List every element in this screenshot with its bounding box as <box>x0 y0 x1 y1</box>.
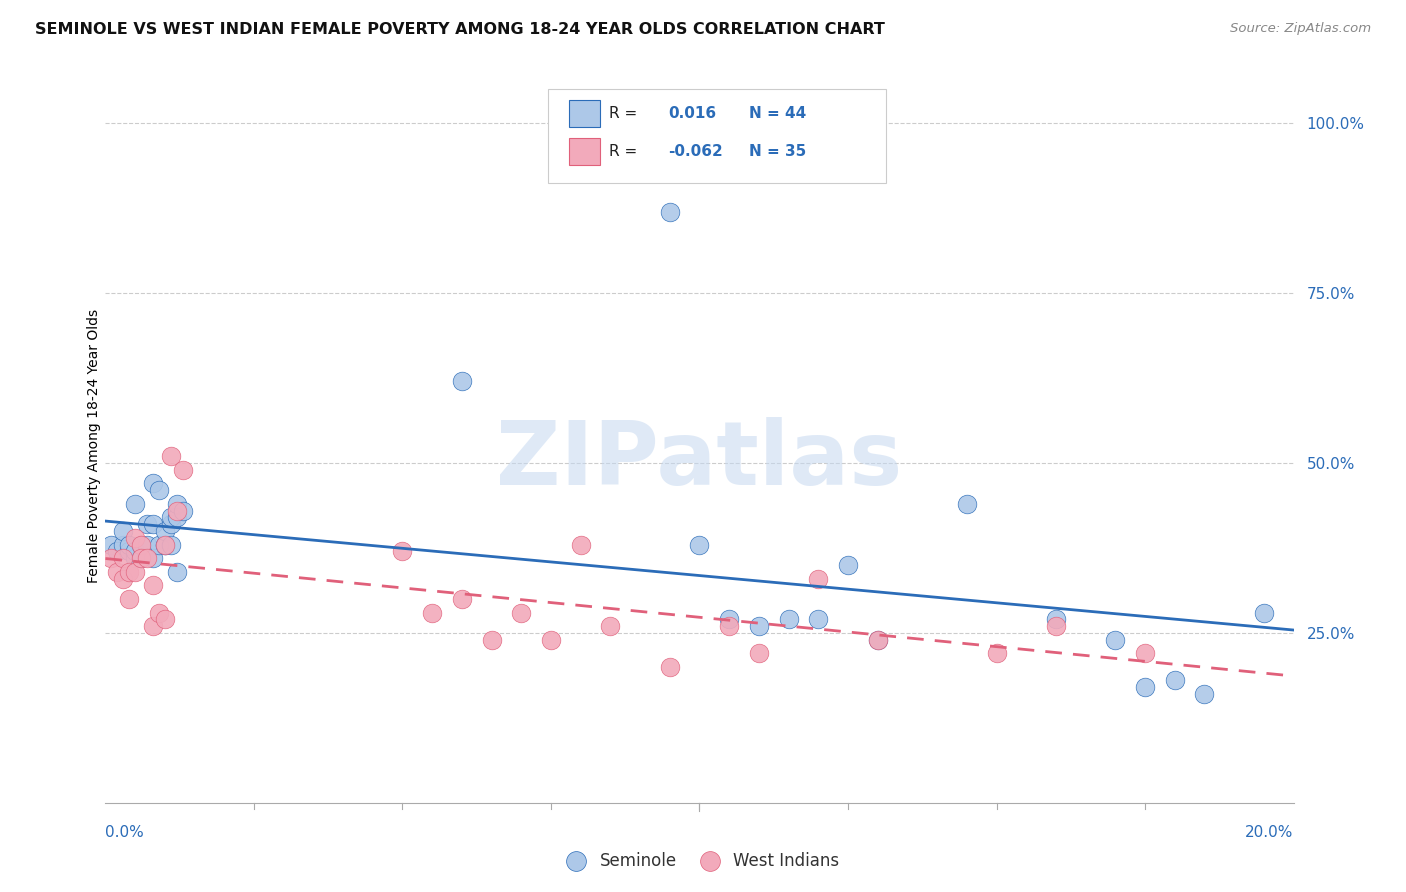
Text: ZIPatlas: ZIPatlas <box>496 417 903 504</box>
Text: R =: R = <box>609 145 643 159</box>
Text: R =: R = <box>609 106 643 120</box>
Point <box>118 565 141 579</box>
Point <box>391 544 413 558</box>
Point <box>136 537 159 551</box>
Point <box>166 565 188 579</box>
Point <box>510 606 533 620</box>
Point <box>1194 687 1216 701</box>
Point <box>136 551 159 566</box>
Point <box>100 551 122 566</box>
Point <box>100 537 122 551</box>
Text: SEMINOLE VS WEST INDIAN FEMALE POVERTY AMONG 18-24 YEAR OLDS CORRELATION CHART: SEMINOLE VS WEST INDIAN FEMALE POVERTY A… <box>35 22 884 37</box>
Point <box>153 524 176 538</box>
Point <box>159 517 181 532</box>
Point <box>118 544 141 558</box>
Point <box>159 449 181 463</box>
Point <box>112 551 135 566</box>
Point <box>1253 606 1275 620</box>
Point <box>166 510 188 524</box>
Legend: Seminole, West Indians: Seminole, West Indians <box>553 846 846 877</box>
Point <box>118 537 141 551</box>
Point <box>153 537 176 551</box>
Point <box>540 632 562 647</box>
Point <box>866 632 889 647</box>
Point <box>112 572 135 586</box>
Point <box>142 551 165 566</box>
Point <box>748 646 770 660</box>
Text: 20.0%: 20.0% <box>1246 825 1294 840</box>
Text: N = 35: N = 35 <box>749 145 807 159</box>
Point <box>105 544 128 558</box>
Point <box>1045 612 1067 626</box>
Point <box>124 497 146 511</box>
Point <box>778 612 800 626</box>
Point <box>129 537 152 551</box>
Point <box>112 524 135 538</box>
Point <box>153 537 176 551</box>
Point <box>748 619 770 633</box>
Point <box>599 619 621 633</box>
Text: 0.016: 0.016 <box>668 106 716 120</box>
Point <box>689 537 711 551</box>
Point <box>718 612 741 626</box>
Point <box>142 517 165 532</box>
Point <box>129 537 152 551</box>
Text: 0.0%: 0.0% <box>105 825 145 840</box>
Point <box>658 204 681 219</box>
Y-axis label: Female Poverty Among 18-24 Year Olds: Female Poverty Among 18-24 Year Olds <box>87 309 101 583</box>
Point <box>105 565 128 579</box>
Point <box>142 578 165 592</box>
Point <box>112 537 135 551</box>
Point <box>569 537 592 551</box>
Point <box>172 503 194 517</box>
Point <box>1133 646 1156 660</box>
Point <box>807 572 830 586</box>
Point <box>1104 632 1126 647</box>
Point <box>124 544 146 558</box>
Point <box>159 510 181 524</box>
Point <box>450 591 472 606</box>
Point <box>658 660 681 674</box>
Text: N = 44: N = 44 <box>749 106 807 120</box>
Point <box>148 537 170 551</box>
Point <box>129 551 152 566</box>
Point <box>986 646 1008 660</box>
Point <box>1045 619 1067 633</box>
Point <box>166 503 188 517</box>
Point <box>129 551 152 566</box>
Point <box>124 565 146 579</box>
Point <box>148 483 170 498</box>
Point <box>866 632 889 647</box>
Point <box>1164 673 1187 688</box>
Point <box>807 612 830 626</box>
Point <box>172 463 194 477</box>
Point <box>136 517 159 532</box>
Point <box>124 531 146 545</box>
Point <box>118 591 141 606</box>
Point <box>148 606 170 620</box>
Text: Source: ZipAtlas.com: Source: ZipAtlas.com <box>1230 22 1371 36</box>
Point <box>420 606 443 620</box>
Point <box>1133 680 1156 694</box>
Text: -0.062: -0.062 <box>668 145 723 159</box>
Point <box>124 551 146 566</box>
Point <box>153 612 176 626</box>
Point <box>837 558 859 572</box>
Point <box>142 476 165 491</box>
Point <box>159 537 181 551</box>
Point <box>166 497 188 511</box>
Point <box>481 632 503 647</box>
Point <box>718 619 741 633</box>
Point <box>142 619 165 633</box>
Point <box>450 375 472 389</box>
Point <box>956 497 979 511</box>
Point <box>153 537 176 551</box>
